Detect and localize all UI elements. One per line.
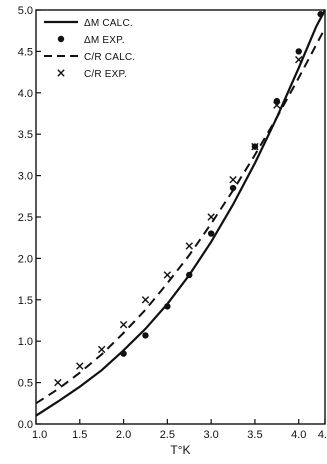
x-axis-label: T°K <box>170 443 190 457</box>
delta-m-exp-point <box>207 230 215 237</box>
y-tick-label: 2.5 <box>18 212 33 224</box>
x-tick-label: 2.5 <box>160 429 175 441</box>
y-tick-label: 0.0 <box>18 419 33 431</box>
c-r-calc-curve <box>35 27 326 405</box>
y-tick-label: 5.0 <box>18 5 33 17</box>
c-r-exp-point <box>229 176 237 184</box>
c-r-exp-point <box>295 55 303 64</box>
x-tick-label: 1.0 <box>32 429 47 441</box>
c-r-exp-point <box>141 296 150 304</box>
c-r-exp-point <box>251 142 259 151</box>
x-tick-label: 4.0 <box>291 429 306 441</box>
legend-cross-swatch <box>57 69 65 77</box>
x-tick-label: 4. <box>318 429 327 441</box>
x-tick-label: 3.0 <box>204 429 219 441</box>
legend-dot-swatch <box>57 35 65 43</box>
x-tick-label: 1.5 <box>72 429 87 441</box>
x-tick-label: 3.5 <box>247 429 262 441</box>
y-tick-label: 1.0 <box>18 336 33 348</box>
c-r-exp-point <box>54 378 62 387</box>
y-tick-label: 4.5 <box>18 46 33 58</box>
delta-m-exp-point <box>317 10 324 18</box>
legend-label: ΔM EXP. <box>84 35 125 46</box>
delta-m-exp-point <box>164 303 171 310</box>
legend-label: C/R EXP. <box>84 69 127 80</box>
delta-m-exp-point <box>120 350 127 357</box>
c-r-exp-point <box>207 213 215 221</box>
c-r-exp-point <box>97 345 106 354</box>
legend-label: ΔM CALC. <box>84 18 133 29</box>
y-tick-label: 4.0 <box>18 88 33 100</box>
legend-label: C/R CALC. <box>84 52 135 63</box>
delta-m-exp-point <box>295 48 302 55</box>
y-tick-label: 0.5 <box>18 378 33 390</box>
y-tick-label: 1.5 <box>18 295 33 307</box>
y-tick-label: 2.0 <box>18 253 33 265</box>
c-r-exp-point <box>76 362 84 370</box>
y-tick-label: 3.0 <box>18 171 33 183</box>
c-r-exp-point <box>119 320 128 329</box>
c-r-exp-point <box>273 101 281 109</box>
delta-m-exp-point <box>229 184 237 192</box>
x-tick-label: 2.0 <box>116 429 131 441</box>
delta-m-exp-point <box>142 332 149 339</box>
delta-m-exp-point <box>186 271 193 279</box>
y-tick-label: 3.5 <box>18 129 33 141</box>
c-r-exp-point <box>185 242 193 250</box>
c-r-exp-point <box>163 271 172 279</box>
